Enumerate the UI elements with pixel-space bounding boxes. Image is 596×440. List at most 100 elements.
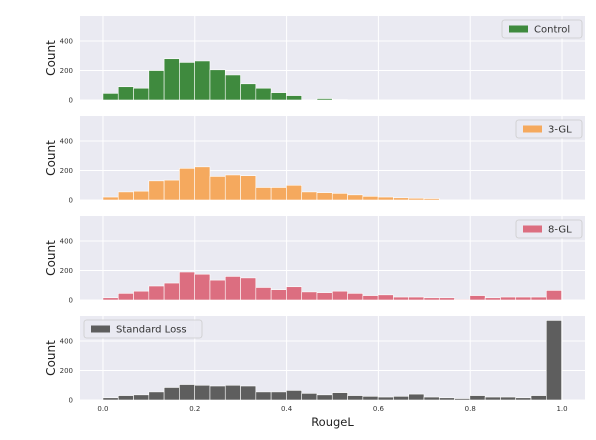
histogram-bar [148, 70, 165, 101]
histogram-bar [179, 62, 195, 101]
histogram-bar [316, 98, 333, 101]
histogram-bar [469, 295, 486, 301]
histogram-bar [270, 391, 287, 401]
histogram-bar [148, 180, 165, 201]
histogram-bar [438, 297, 455, 301]
histogram-bar [240, 385, 257, 401]
histogram-bar [347, 293, 364, 301]
y-tick-label: 400 [60, 138, 73, 146]
y-axis-label: Count [44, 40, 58, 76]
histogram-bar [133, 190, 150, 201]
histogram-bar [545, 320, 562, 401]
histogram-bar [286, 286, 302, 301]
histogram-bar [286, 390, 302, 401]
histogram-bar [255, 187, 272, 201]
histogram-bar [163, 282, 180, 301]
histogram-bar [469, 395, 486, 401]
histogram-bar [102, 93, 119, 101]
histogram-bar [270, 289, 287, 301]
histogram-bar [163, 179, 180, 201]
histogram-bar [393, 396, 410, 401]
histogram-bar [301, 291, 318, 301]
histogram-bar [530, 395, 547, 401]
legend-label: Control [534, 25, 570, 36]
histogram-bar [163, 58, 180, 101]
histogram-bar [255, 287, 272, 301]
histogram-bar [224, 174, 241, 201]
y-axis-label: Count [44, 240, 58, 276]
y-tick-label: 0 [69, 97, 73, 105]
histogram-bar [347, 395, 364, 401]
histogram-bar [255, 391, 272, 401]
histogram-bar [194, 60, 211, 101]
histogram-bar [133, 290, 150, 301]
histogram-bar [179, 271, 195, 301]
legend-swatch [523, 125, 542, 133]
histogram-bar [454, 298, 471, 301]
y-tick-label: 200 [60, 167, 73, 175]
histogram-bar [270, 187, 287, 201]
histogram-bar [270, 92, 287, 101]
y-tick-label: 0 [69, 297, 73, 305]
histogram-bar [347, 194, 364, 201]
y-tick-label: 400 [60, 238, 73, 246]
histogram-bar [102, 196, 119, 201]
histogram-bar [377, 196, 394, 201]
x-axis-label: RougeL [311, 415, 354, 429]
y-tick-label: 200 [60, 267, 73, 275]
histogram-bar [117, 395, 134, 401]
x-tick-label: 0.2 [189, 405, 200, 413]
legend-swatch [91, 325, 110, 333]
y-tick-label: 400 [60, 38, 73, 46]
histogram-bar [194, 384, 211, 401]
histogram-bar [209, 176, 226, 201]
x-tick-label: 1.0 [556, 405, 567, 413]
histogram-bar [102, 297, 119, 301]
histogram-bar [484, 396, 501, 401]
y-tick-label: 200 [60, 367, 73, 375]
histogram-bar [301, 393, 318, 401]
histogram-bar [530, 296, 547, 301]
legend-label: 8-GL [548, 225, 572, 236]
histogram-bar [484, 297, 501, 301]
histogram-bar [408, 296, 425, 301]
histogram-bar [224, 276, 241, 301]
histogram-bar [423, 198, 440, 201]
histogram-bar [117, 293, 134, 301]
histogram-bar [438, 397, 455, 401]
legend-box [501, 19, 583, 39]
histogram-bar [224, 384, 241, 401]
histogram-bar [545, 290, 562, 301]
histogram-bar [316, 192, 333, 201]
histogram-bar [240, 175, 257, 201]
x-tick-label: 0.0 [97, 405, 108, 413]
legend-swatch [509, 25, 528, 33]
legend-swatch [523, 225, 542, 233]
histogram-bar [362, 196, 379, 201]
histogram-bar [331, 193, 348, 201]
histogram-bar [194, 273, 211, 301]
histogram-bar [316, 394, 333, 401]
histogram-bar [316, 292, 333, 301]
y-tick-label: 400 [60, 338, 73, 346]
histogram-bar [209, 385, 226, 401]
y-axis-label: Count [44, 340, 58, 376]
histogram-bar [240, 83, 257, 101]
histogram-bar [500, 396, 517, 401]
histogram-bar [454, 398, 471, 401]
x-tick-label: 0.6 [373, 405, 385, 413]
histogram-bar [117, 191, 134, 201]
histogram-bar [301, 191, 318, 201]
legend-box [515, 219, 583, 239]
histogram-bar [362, 295, 379, 301]
x-tick-label: 0.4 [281, 405, 293, 413]
histogram-bar [377, 396, 394, 401]
histogram-bar [286, 184, 302, 201]
histogram-bar [163, 387, 180, 401]
histogram-bar [515, 397, 532, 401]
y-tick-label: 200 [60, 67, 73, 75]
histogram-bar [209, 69, 226, 101]
histogram-bar [423, 297, 440, 301]
